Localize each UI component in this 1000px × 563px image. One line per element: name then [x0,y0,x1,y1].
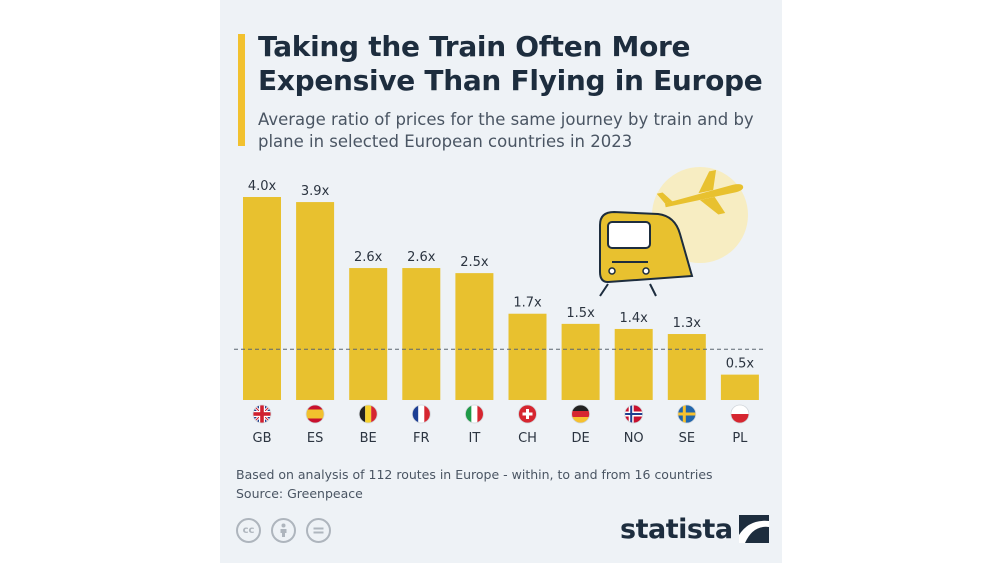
bar-es [296,202,335,400]
bar-gb [243,197,281,400]
belgium-flag-icon [358,404,378,424]
category-label-it: IT [469,431,481,446]
category-label-gb: GB [253,431,272,446]
category-label-es: ES [307,431,323,446]
bar-ch [508,313,547,400]
attribution-icon[interactable] [271,518,296,543]
value-label-no: 1.4x [620,311,649,326]
page-title: Taking the Train Often More Expensive Th… [258,30,763,97]
value-label-fr: 2.6x [407,250,436,265]
brand-name: statista [620,513,733,545]
uk-flag-icon [252,404,272,424]
travel-illustration [599,167,748,297]
category-label-no: NO [624,431,644,446]
bar-de [561,323,600,400]
value-label-be: 2.6x [354,250,383,265]
no-derivatives-icon[interactable] [306,518,331,543]
value-label-de: 1.5x [566,306,595,321]
value-label-se: 1.3x [673,316,702,331]
category-label-pl: PL [732,431,748,446]
category-label-se: SE [679,431,695,446]
cc-icon[interactable]: cc [236,518,261,543]
footnote: Based on analysis of 112 routes in Europ… [236,465,713,503]
value-label-it: 2.5x [460,255,489,270]
bar-be [349,268,388,400]
poland-flag-icon [730,404,750,424]
category-label-ch: CH [518,431,537,446]
norway-flag-icon [624,404,644,424]
value-label-gb: 4.0x [248,179,277,194]
value-label-ch: 1.7x [513,296,542,311]
switzerland-flag-icon [518,404,537,424]
bar-pl [720,374,759,400]
source-text: Source: Greenpeace [236,486,363,501]
title-accent-bar [238,34,245,146]
sweden-flag-icon [677,404,697,424]
category-label-fr: FR [413,431,430,446]
footnote-text: Based on analysis of 112 routes in Europ… [236,467,713,482]
value-label-es: 3.9x [301,184,330,199]
italy-flag-icon [464,404,484,424]
subtitle: Average ratio of prices for the same jou… [258,110,754,151]
value-label-pl: 0.5x [726,357,755,372]
bar-se [667,334,706,400]
category-label-be: BE [360,431,377,446]
spain-flag-icon [305,404,325,424]
bars-layer: 4.0x GB 3.9x ES 2.6x BE 2.6x FR 2.5x IT 1.7x CH 1.5x… [243,179,759,446]
germany-flag-icon [571,404,590,424]
bar-it [455,273,494,400]
category-label-de: DE [571,431,589,446]
train-icon [599,210,694,297]
statista-mark-icon [738,515,769,543]
statista-logo[interactable]: statista [620,512,769,546]
airplane-icon [656,169,744,215]
bar-fr [402,268,441,400]
france-flag-icon [411,404,431,424]
bar-no [614,328,653,400]
